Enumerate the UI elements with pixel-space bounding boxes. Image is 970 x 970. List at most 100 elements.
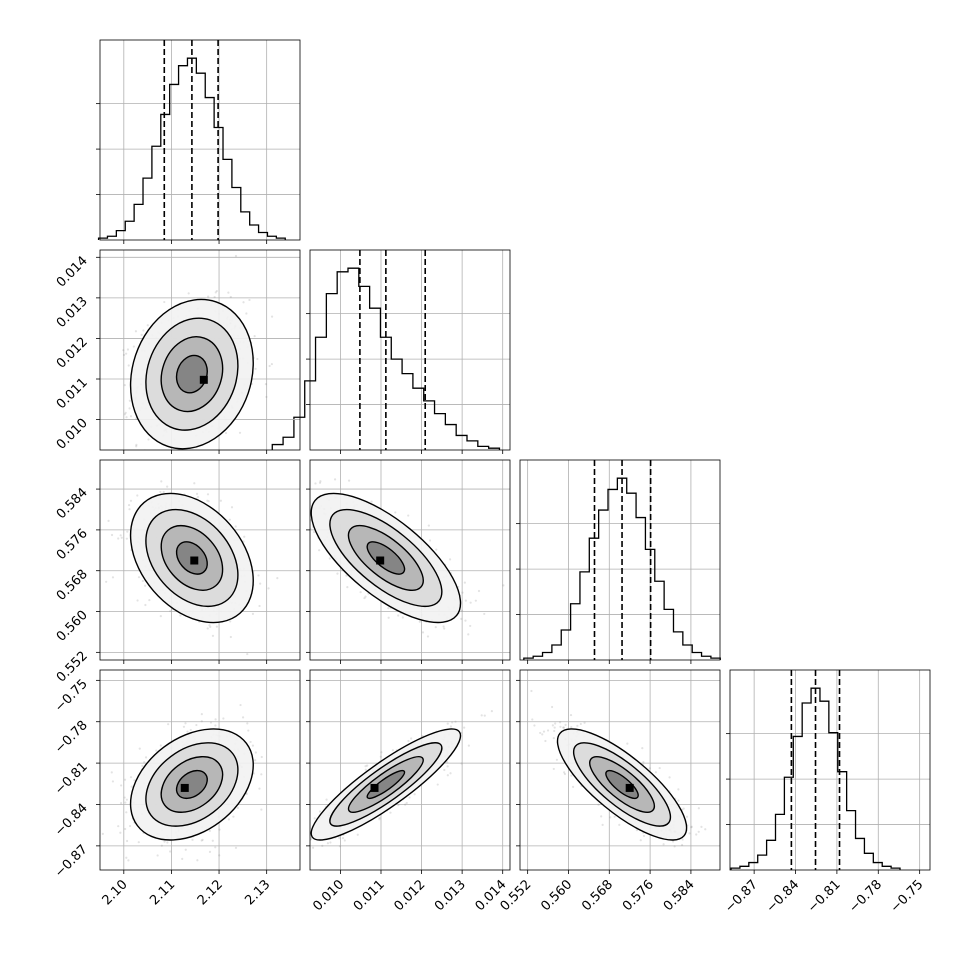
scatter-point [286,532,288,534]
contour-line [310,492,462,624]
scatter-point [209,625,212,628]
scatter-point [310,837,313,841]
scatter-point [435,548,438,551]
scatter-point [215,461,217,463]
scatter-point [285,492,287,494]
scatter-point [156,854,159,857]
scatter-point [196,859,199,862]
scatter-point [265,395,268,399]
scatter-point [483,714,486,717]
scatter-point [474,599,477,602]
panel-frame [309,459,511,661]
scatter-point [407,514,410,517]
scatter-point [325,798,328,801]
scatter-point [546,729,550,732]
scatter-point [239,703,242,707]
scatter-point [123,413,126,416]
scatter-point [134,330,138,333]
contour-line [329,742,443,827]
scatter-point [463,581,466,584]
scatter-point [117,825,120,828]
contour-line [175,541,208,575]
scatter-point [213,295,216,299]
scatter-point [246,652,249,656]
scatter-point [181,857,184,860]
contour-line [347,756,424,813]
scatter-point [253,334,256,338]
contour-line [145,742,239,827]
scatter-point [123,778,127,781]
scatter-point [251,612,255,615]
scatter-point [641,747,644,750]
scatter-point [254,751,257,754]
scatter-point [563,772,567,776]
scatter-point [648,767,651,770]
scatter-point [138,747,141,750]
density-peak [370,783,379,792]
scatter-point [259,582,262,585]
scatter-point [597,803,600,806]
scatter-point [129,776,133,779]
scatter-point [215,453,217,455]
scatter-point [394,511,397,514]
panel-frame [99,249,301,451]
scatter-point [418,620,421,623]
scatter-point [229,635,232,639]
scatter-point [413,793,416,796]
scatter-point [191,461,193,463]
scatter-point [162,490,165,494]
scatter-point [123,796,126,799]
scatter-point [207,295,210,298]
scatter-point [236,806,240,809]
scatter-point [370,500,373,503]
scatter-point [290,842,292,844]
scatter-point [298,539,300,541]
scatter-point [356,833,359,836]
scatter-point [642,761,645,764]
scatter-point [410,737,413,740]
scatter-point [222,717,225,720]
scatter-point [179,614,182,617]
density-peak [190,556,199,565]
scatter-point [119,802,123,805]
scatter-point [128,824,132,828]
scatter-point [218,854,221,857]
scatter-point [618,823,621,826]
scatter-point [125,352,128,355]
scatter-point [135,445,138,448]
panel-2-3 [516,669,721,874]
scatter-point [126,348,130,351]
scatter-point [208,850,212,853]
scatter-point [208,624,211,627]
scatter-point [124,827,127,831]
scatter-point [682,807,685,810]
contour-line [160,756,224,813]
scatter-point [658,766,661,770]
scatter-point [467,633,470,636]
scatter-point [227,818,231,821]
scatter-point [144,603,147,607]
scatter-point [460,617,463,621]
scatter-point [126,530,129,533]
scatter-point [404,803,407,806]
scatter-point [454,720,457,723]
scatter-point [318,549,321,552]
panel-frame [99,669,301,871]
scatter-point [609,816,612,819]
scatter-point [124,411,127,414]
scatter-point [125,416,128,419]
scatter-point [326,842,330,845]
scatter-point [211,634,215,637]
contour-line [129,728,254,841]
scatter-point [143,761,146,764]
scatter-point [214,291,217,294]
scatter-point [248,298,251,302]
scatter-point [318,810,322,813]
hist-panel-frame-3 [729,669,931,871]
scatter-point [125,839,129,843]
scatter-point [195,492,199,495]
scatter-point [186,730,189,733]
density-peak [376,556,385,565]
scatter-point [313,817,316,820]
scatter-point [129,415,133,418]
